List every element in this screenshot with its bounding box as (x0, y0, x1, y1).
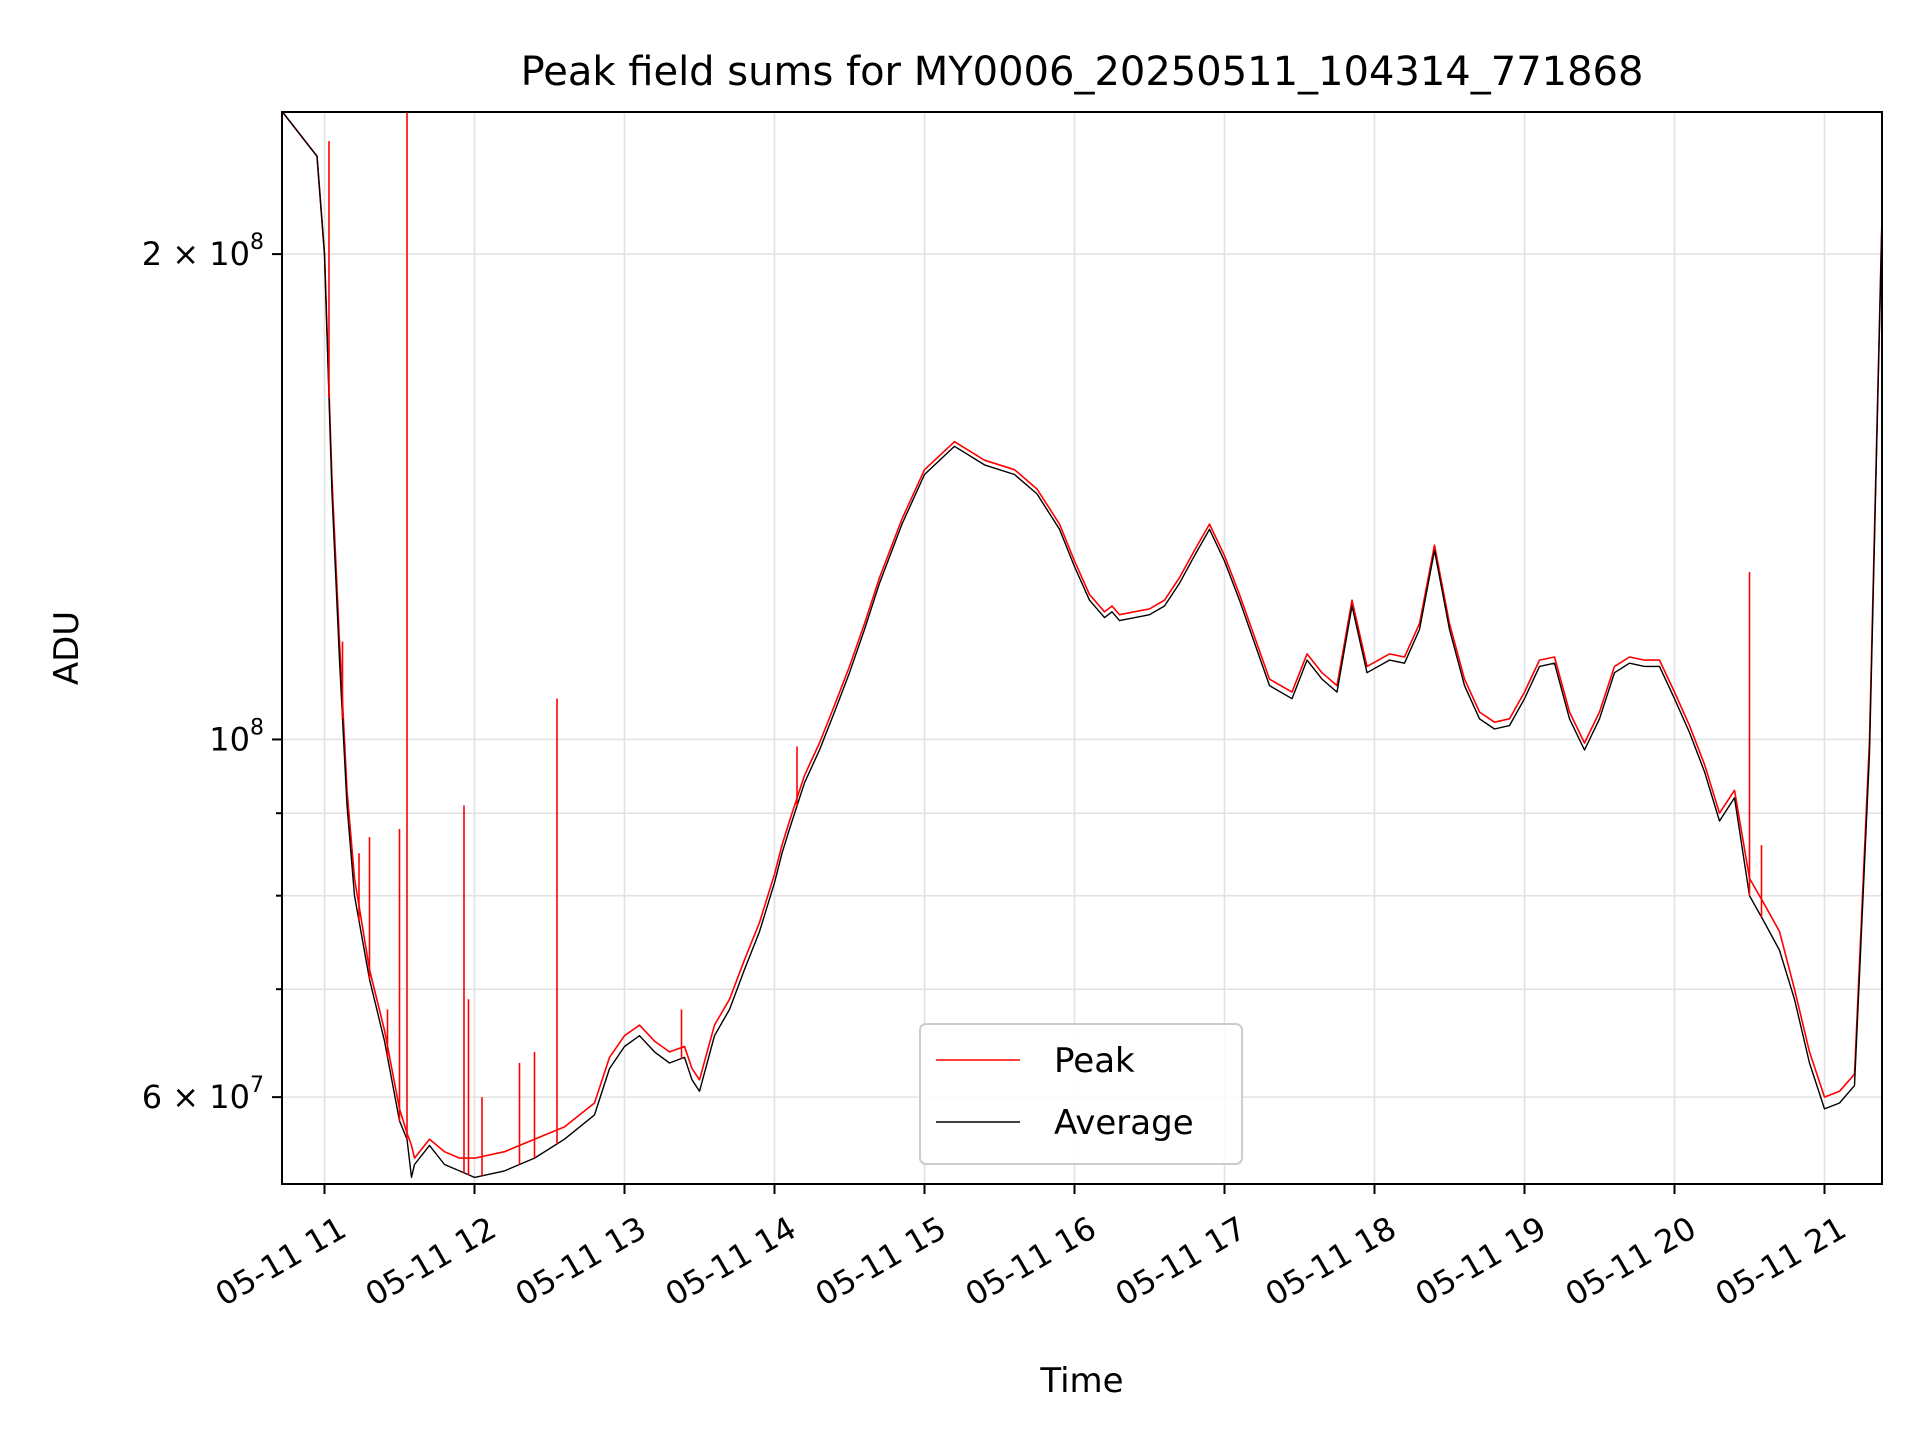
x-tick-label: 05-11 19 (1409, 1209, 1553, 1314)
x-tick-label: 05-11 18 (1259, 1209, 1403, 1314)
x-tick-label: 05-11 16 (959, 1209, 1103, 1314)
x-tick-label: 05-11 17 (1109, 1209, 1253, 1314)
x-tick-label: 05-11 12 (359, 1209, 503, 1314)
x-tick-label: 05-11 13 (509, 1209, 653, 1314)
chart-title: Peak field sums for MY0006_20250511_1043… (521, 49, 1644, 95)
legend: Peak Average (919, 1023, 1243, 1165)
y-axis: 2 × 108 108 6 × 107 (142, 230, 282, 1116)
series-layer (282, 112, 1882, 1179)
y-tick-label: 6 × 107 (142, 1073, 264, 1116)
x-tick-label: 05-11 15 (809, 1209, 953, 1314)
y-axis-label: ADU (47, 611, 87, 685)
plot-frame (281, 111, 1883, 1185)
legend-box (919, 1023, 1243, 1165)
series-line-average (282, 112, 1882, 1179)
x-tick-label: 05-11 14 (659, 1209, 803, 1314)
x-tick-label: 05-11 11 (209, 1209, 353, 1314)
y-tick-label: 108 (209, 715, 264, 758)
legend-label-average: Average (1054, 1103, 1194, 1143)
x-tick-label: 05-11 20 (1559, 1209, 1703, 1314)
x-axis-label: Time (1039, 1361, 1123, 1401)
legend-label-peak: Peak (1054, 1041, 1135, 1081)
y-tick-label: 2 × 108 (142, 230, 264, 273)
x-axis: 05-11 11 05-11 12 05-11 13 05-11 14 05-11 15… (209, 1184, 1853, 1314)
series-line-peak (282, 112, 1882, 1159)
x-tick-label: 05-11 21 (1709, 1209, 1853, 1314)
